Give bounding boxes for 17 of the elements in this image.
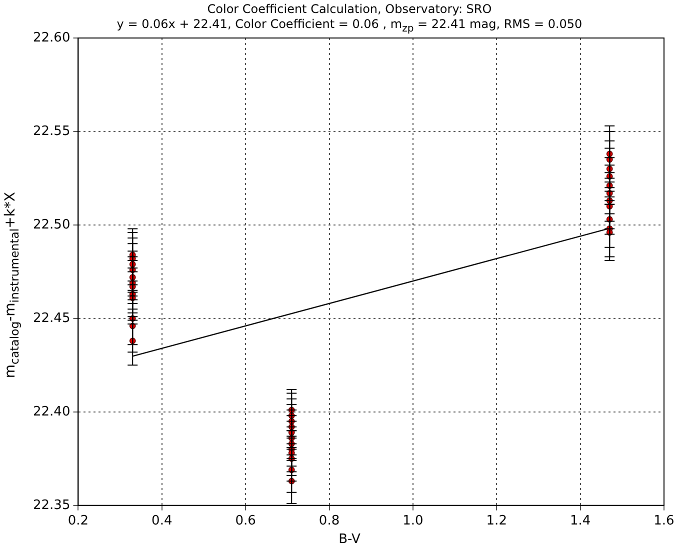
chart-subtitle: y = 0.06x + 22.41, Color Coefficient = 0.06 , m$_{zp}$ = 22.41 mag, RMS = 0.050 [116, 17, 582, 34]
x-tick-label: 0.8 [318, 514, 340, 529]
x-tick-label: 0.6 [235, 514, 256, 529]
y-tick-label: 22.40 [33, 404, 70, 420]
x-tick-label: 0.2 [68, 514, 89, 529]
x-tick-label: 1.0 [402, 514, 424, 529]
y-tick-label: 22.50 [33, 217, 70, 232]
y-tick-label: 22.60 [33, 30, 70, 46]
x-tick-label: 0.4 [152, 514, 172, 529]
y-tick-label: 22.45 [33, 310, 70, 326]
y-tick-label: 22.35 [33, 498, 70, 513]
x-axis-title: B-V [338, 532, 362, 547]
x-tick-label: 1.2 [486, 514, 507, 529]
chart-title: Color Coefficient Calculation, Observatory: SRO [206, 2, 493, 16]
y-tick-label: 22.55 [33, 124, 70, 139]
x-tick-label: 1.6 [654, 514, 674, 529]
x-tick-label: 1.4 [570, 514, 591, 529]
